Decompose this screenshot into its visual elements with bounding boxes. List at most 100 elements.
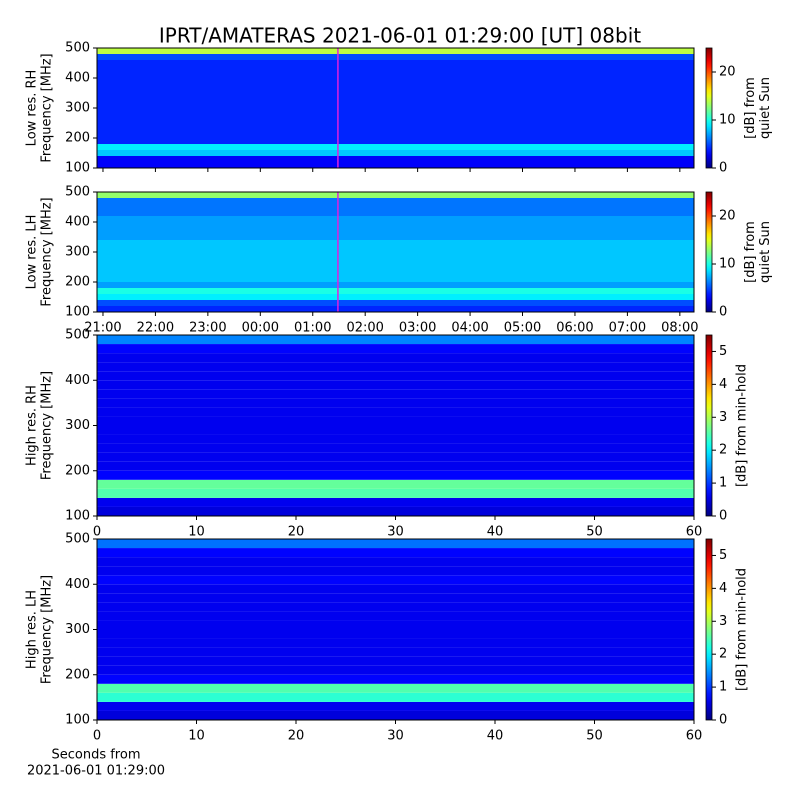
y-tick-label: 100 (65, 509, 90, 524)
heatmap-row (97, 54, 694, 60)
heatmap-row (97, 228, 694, 234)
heatmap-row (97, 258, 694, 264)
heatmap-row (97, 126, 694, 132)
heatmap-row (97, 96, 694, 102)
y-tick-label: 300 (65, 245, 90, 260)
heatmap-row (97, 539, 694, 549)
y-tick-label: 100 (65, 713, 90, 728)
heatmap-row (97, 246, 694, 252)
y-tick-label: 200 (65, 667, 90, 682)
heatmap-row (97, 282, 694, 288)
colorbar-tick-label: 0 (719, 161, 727, 176)
y-tick-label: 400 (65, 71, 90, 86)
heatmap-row (97, 306, 694, 312)
heatmap-row (97, 443, 694, 453)
y-tick-label: 300 (65, 622, 90, 637)
heatmap-row (97, 470, 694, 480)
x-tick-label: 60 (686, 729, 703, 744)
colorbar-tick-label: 4 (719, 581, 727, 596)
colorbar-label: [dB] from (743, 221, 758, 283)
heatmap-row (97, 488, 694, 498)
heatmap-row (97, 288, 694, 294)
heatmap-row (97, 506, 694, 516)
heatmap-row (97, 575, 694, 585)
colorbar (705, 47, 713, 169)
heatmap-row (97, 416, 694, 426)
x-tick-label: 21:00 (84, 321, 121, 336)
heatmap-row (97, 353, 694, 363)
colorbar-tick-label: 0 (719, 305, 727, 320)
heatmap-row (97, 602, 694, 612)
heatmap-row (97, 84, 694, 90)
x-tick-label: 60 (686, 525, 703, 540)
heatmap-row (97, 710, 694, 720)
heatmap-row (97, 701, 694, 711)
heatmap-row (97, 344, 694, 354)
y-tick-label: 100 (65, 305, 90, 320)
y-tick-label: 400 (65, 215, 90, 230)
heatmap-row (97, 114, 694, 120)
y-tick-label: 500 (65, 41, 90, 56)
colorbar-tick-label: 1 (719, 680, 727, 695)
heatmap-row (97, 398, 694, 408)
colorbar-tick-label: 2 (719, 443, 727, 458)
heatmap-row (97, 371, 694, 381)
heatmap-row (97, 210, 694, 216)
y-tick-label: 300 (65, 101, 90, 116)
colorbar-tick-label: 0 (719, 509, 727, 524)
colorbar (705, 334, 713, 517)
colorbar-label: [dB] from min-hold (735, 364, 750, 487)
colorbar-tick-label: 2 (719, 647, 727, 662)
x-tick-label: 01:00 (294, 321, 331, 336)
colorbar-tick-label: 3 (719, 614, 727, 629)
x-tick-label: 04:00 (451, 321, 488, 336)
x-tick-label: 08:00 (661, 321, 698, 336)
x-tick-label: 05:00 (504, 321, 541, 336)
y-tick-label: 400 (65, 577, 90, 592)
y-axis-label: Low res. LH (25, 215, 40, 290)
colorbar-tick-label: 1 (719, 476, 727, 491)
heatmap-row (97, 72, 694, 78)
y-tick-label: 500 (65, 185, 90, 200)
y-axis-label: Frequency [MHz] (40, 575, 55, 684)
heatmap-row (97, 270, 694, 276)
heatmap-row (97, 665, 694, 675)
heatmap-row (97, 132, 694, 138)
heatmap-row (97, 162, 694, 168)
colorbar-label: [dB] from (743, 77, 758, 139)
colorbar-label: quiet Sun (758, 221, 773, 283)
colorbar-tick-label: 0 (719, 713, 727, 728)
heatmap-row (97, 380, 694, 390)
heatmap-row (97, 90, 694, 96)
heatmap-row (97, 611, 694, 621)
x-tick-label: 22:00 (137, 321, 174, 336)
heatmap-row (97, 144, 694, 150)
heatmap-row (97, 240, 694, 246)
heatmap-row (97, 156, 694, 162)
colorbar-tick-label: 5 (719, 344, 727, 359)
heatmap-row (97, 264, 694, 270)
y-tick-label: 200 (65, 275, 90, 290)
x-tick-label: 07:00 (609, 321, 646, 336)
heatmap-row (97, 66, 694, 72)
colorbar (705, 538, 713, 721)
heatmap-row (97, 461, 694, 471)
heatmap-row (97, 204, 694, 210)
y-axis-label: Frequency [MHz] (40, 371, 55, 480)
heatmap-row (97, 452, 694, 462)
x-tick-label: 30 (387, 525, 404, 540)
heatmap-row (97, 629, 694, 639)
heatmap-row (97, 60, 694, 66)
heatmap-row (97, 557, 694, 567)
heatmap-row (97, 407, 694, 417)
heatmap-row (97, 335, 694, 345)
heatmap-row (97, 683, 694, 693)
heatmap-row (97, 48, 694, 54)
heatmap-row (97, 593, 694, 603)
y-tick-label: 200 (65, 131, 90, 146)
y-axis-label: High res. LH (25, 590, 40, 669)
heatmap-row (97, 674, 694, 684)
y-tick-label: 400 (65, 373, 90, 388)
heatmap-row (97, 138, 694, 144)
